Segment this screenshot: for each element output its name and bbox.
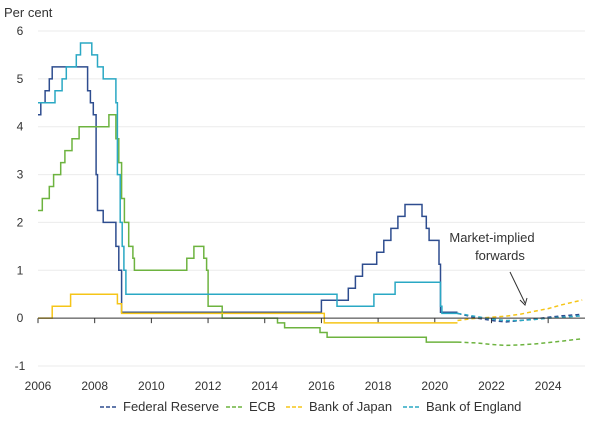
legend-item-federal-reserve: Federal Reserve (100, 399, 219, 414)
y-axis-ticks: -1 0 1 2 3 4 5 6 (15, 24, 26, 373)
series-forward-bank-of-england (457, 312, 583, 322)
series-lines (38, 42, 583, 347)
series-forward-federal-reserve (457, 312, 583, 323)
legend-item-bank-of-england: Bank of England (403, 399, 521, 414)
x-tick-label: 2024 (535, 379, 562, 393)
annotation-line-2: forwards (475, 248, 525, 263)
legend-label-bank-of-england: Bank of England (426, 399, 521, 414)
legend-label-federal-reserve: Federal Reserve (123, 399, 219, 414)
legend-label-bank-of-japan: Bank of Japan (309, 399, 392, 414)
annotation-arrow (509, 271, 526, 304)
legend-item-ecb: ECB (226, 399, 276, 414)
y-tick-label: 3 (17, 168, 24, 182)
y-tick-label: -1 (15, 359, 26, 373)
x-tick-label: 2018 (365, 379, 392, 393)
y-tick-label: 0 (17, 311, 24, 325)
legend-label-ecb: ECB (249, 399, 276, 414)
x-tick-label: 2016 (308, 379, 335, 393)
x-tick-label: 2010 (138, 379, 165, 393)
series-forward-ecb (457, 337, 583, 347)
y-tick-label: 4 (17, 120, 24, 134)
x-tick-label: 2014 (251, 379, 278, 393)
x-tick-label: 2008 (81, 379, 108, 393)
y-tick-label: 1 (17, 263, 24, 277)
y-axis-title: Per cent (4, 5, 53, 20)
series-line-ecb (38, 114, 458, 343)
series-line-federal-reserve (38, 66, 458, 313)
y-tick-label: 5 (17, 72, 24, 86)
x-tick-label: 2006 (25, 379, 52, 393)
series-line-bank-of-england (38, 42, 458, 315)
x-tick-label: 2012 (195, 379, 222, 393)
legend-item-bank-of-japan: Bank of Japan (286, 399, 392, 414)
y-tick-label: 2 (17, 215, 24, 229)
annotation-arrowhead (519, 297, 528, 306)
forwards-annotation: Market-implied forwards (449, 230, 535, 306)
legend: Federal Reserve ECB Bank of Japan Bank o… (100, 399, 521, 414)
series-line-bank-of-japan (38, 293, 458, 324)
x-tick-label: 2020 (421, 379, 448, 393)
x-axis-ticks: 2006 2008 2010 2012 2014 2016 2018 2020 2022 2024 (25, 318, 562, 393)
annotation-line-1: Market-implied (449, 230, 534, 245)
y-tick-label: 6 (17, 24, 24, 38)
x-tick-label: 2022 (478, 379, 505, 393)
